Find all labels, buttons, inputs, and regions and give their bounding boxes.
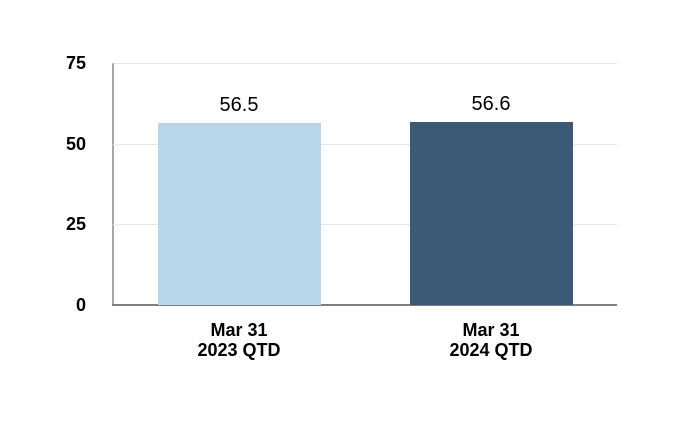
gridline-75 [113, 63, 617, 64]
gridline-25 [113, 224, 617, 226]
x-category-label-line: 2024 QTD [449, 340, 533, 360]
y-axis-line [112, 63, 114, 305]
bar-mar-31-2023-qtd [157, 122, 321, 305]
y-tick-label-50: 50 [65, 133, 86, 154]
x-category-label-mar-31-2023-qtd: Mar 31 2023 QTD [149, 320, 329, 360]
y-tick-label-0: 0 [75, 295, 86, 315]
x-axis-baseline [112, 304, 617, 306]
x-category-label-line: Mar 31 [210, 320, 268, 340]
bar-mar-31-2024-qtd [409, 122, 573, 305]
bar-value-label-mar-31-2024-qtd: 56.6 [471, 93, 511, 116]
x-category-label-mar-31-2024-qtd: Mar 31 2024 QTD [401, 320, 581, 360]
y-tick-label-75: 75 [65, 53, 86, 73]
bar-value-label-mar-31-2023-qtd: 56.5 [219, 93, 259, 116]
gridline-50 [113, 143, 617, 145]
x-category-label-line: Mar 31 [462, 320, 520, 340]
x-category-label-line: 2023 QTD [197, 340, 281, 360]
y-tick-label-25: 25 [65, 214, 86, 235]
